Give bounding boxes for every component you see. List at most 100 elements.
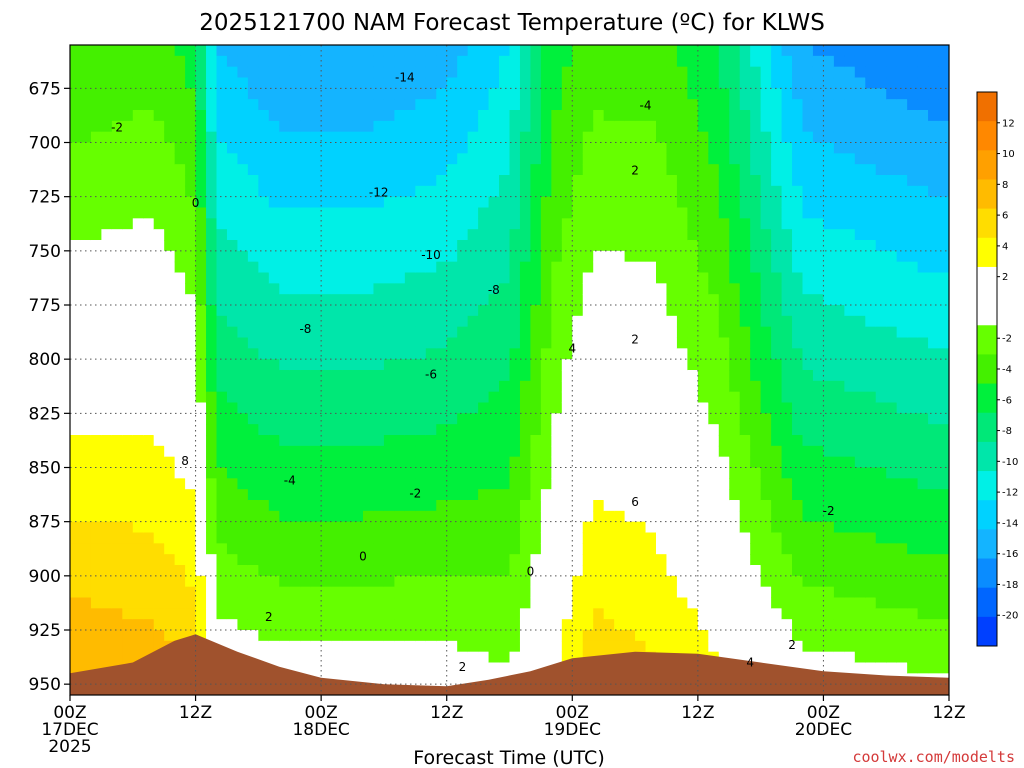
temperature-cell xyxy=(729,218,741,230)
temperature-cell xyxy=(446,77,458,89)
temperature-cell xyxy=(153,630,165,642)
temperature-cell xyxy=(687,77,699,89)
temperature-cell xyxy=(258,110,270,122)
temperature-cell xyxy=(457,521,469,534)
temperature-cell xyxy=(739,608,751,620)
temperature-cell xyxy=(572,294,584,306)
temperature-cell xyxy=(676,77,688,89)
temperature-cell xyxy=(729,402,741,414)
temperature-cell xyxy=(666,608,678,620)
temperature-cell xyxy=(143,391,155,404)
temperature-cell xyxy=(383,370,395,382)
temperature-cell xyxy=(614,272,626,284)
temperature-cell xyxy=(823,272,835,284)
temperature-cell xyxy=(300,88,312,100)
temperature-cell xyxy=(718,391,730,404)
temperature-cell xyxy=(226,164,239,176)
temperature-cell xyxy=(70,575,82,588)
temperature-cell xyxy=(132,630,144,642)
temperature-cell xyxy=(771,445,783,458)
temperature-cell xyxy=(833,305,845,317)
temperature-cell xyxy=(519,608,532,620)
temperature-cell xyxy=(603,510,615,523)
temperature-cell xyxy=(833,77,845,89)
temperature-cell xyxy=(886,240,898,252)
temperature-cell xyxy=(321,207,333,219)
temperature-cell xyxy=(551,521,563,534)
temperature-cell xyxy=(185,229,197,241)
temperature-cell xyxy=(383,467,395,479)
temperature-cell xyxy=(792,218,804,230)
temperature-cell xyxy=(771,88,783,100)
temperature-cell xyxy=(143,521,155,534)
temperature-cell xyxy=(624,185,636,198)
temperature-cell xyxy=(300,565,312,577)
temperature-cell xyxy=(331,164,343,176)
temperature-cell xyxy=(666,370,678,382)
temperature-cell xyxy=(614,510,626,523)
temperature-cell xyxy=(174,164,186,176)
temperature-cell xyxy=(247,55,259,68)
temperature-cell xyxy=(812,142,825,154)
temperature-cell xyxy=(404,543,416,555)
temperature-cell xyxy=(70,185,82,198)
temperature-cell xyxy=(572,554,584,566)
temperature-cell xyxy=(509,185,521,198)
temperature-cell xyxy=(718,575,730,588)
temperature-cell xyxy=(247,575,259,588)
temperature-cell xyxy=(656,445,668,458)
temperature-cell xyxy=(781,619,793,631)
temperature-cell xyxy=(687,261,699,274)
temperature-cell xyxy=(237,586,249,599)
temperature-cell xyxy=(394,229,406,241)
temperature-cell xyxy=(635,88,647,100)
temperature-cell xyxy=(792,445,804,458)
temperature-cell xyxy=(300,424,312,436)
temperature-cell xyxy=(101,153,113,165)
temperature-cell xyxy=(331,283,343,295)
temperature-cell xyxy=(666,315,678,328)
temperature-cell xyxy=(122,640,134,653)
temperature-cell xyxy=(467,651,479,664)
temperature-cell xyxy=(603,315,615,328)
temperature-cell xyxy=(781,120,793,133)
temperature-cell xyxy=(499,543,511,555)
temperature-cell xyxy=(519,272,532,284)
temperature-cell xyxy=(279,55,291,68)
temperature-cell xyxy=(436,131,448,144)
temperature-cell xyxy=(185,608,197,620)
temperature-cell xyxy=(760,424,772,436)
temperature-cell xyxy=(886,662,898,674)
temperature-cell xyxy=(70,283,82,295)
temperature-cell xyxy=(750,402,762,414)
temperature-cell xyxy=(164,250,176,263)
temperature-cell xyxy=(572,640,584,653)
temperature-cell xyxy=(415,456,427,469)
temperature-cell xyxy=(509,337,521,349)
temperature-cell xyxy=(896,651,908,664)
temperature-cell xyxy=(917,662,929,674)
temperature-cell xyxy=(645,294,657,306)
temperature-cell xyxy=(185,543,197,555)
temperature-cell xyxy=(509,521,521,534)
temperature-cell xyxy=(582,565,594,577)
temperature-cell xyxy=(404,597,416,609)
temperature-cell xyxy=(823,240,835,252)
temperature-cell xyxy=(676,164,688,176)
temperature-cell xyxy=(457,478,469,490)
temperature-cell xyxy=(551,99,563,111)
temperature-cell xyxy=(812,326,825,339)
temperature-cell xyxy=(488,250,500,263)
temperature-cell xyxy=(258,435,270,447)
temperature-cell xyxy=(928,640,940,653)
temperature-cell xyxy=(342,66,354,79)
temperature-cell xyxy=(415,229,427,241)
temperature-cell xyxy=(540,619,552,631)
temperature-cell xyxy=(342,543,354,555)
temperature-cell xyxy=(289,359,301,371)
temperature-cell xyxy=(865,261,877,274)
temperature-cell xyxy=(561,196,573,209)
temperature-cell xyxy=(676,380,688,393)
temperature-cell xyxy=(174,619,186,631)
temperature-cell xyxy=(499,305,511,317)
